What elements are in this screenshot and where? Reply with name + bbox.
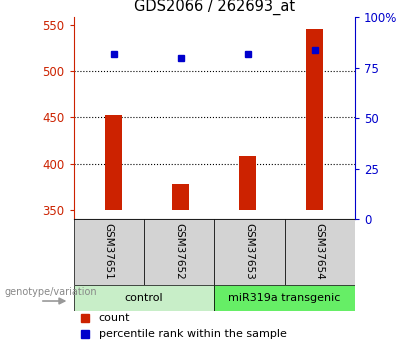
Bar (74, 219, 144, 285)
Text: GSM37651: GSM37651 (104, 224, 114, 280)
Bar (239, 156, 256, 210)
Text: count: count (99, 313, 130, 323)
Text: GSM37653: GSM37653 (244, 224, 255, 280)
Bar (285, 219, 355, 285)
Bar (74, 285, 214, 310)
Text: GSM37652: GSM37652 (174, 224, 184, 280)
Text: control: control (125, 293, 163, 303)
Title: GDS2066 / 262693_at: GDS2066 / 262693_at (134, 0, 295, 14)
Bar (105, 115, 122, 210)
Bar (172, 184, 189, 210)
Bar (214, 219, 285, 285)
Bar (214, 285, 355, 310)
Bar (144, 219, 214, 285)
Text: percentile rank within the sample: percentile rank within the sample (99, 329, 287, 339)
Text: miR319a transgenic: miR319a transgenic (228, 293, 341, 303)
Bar (306, 29, 323, 210)
Text: genotype/variation: genotype/variation (4, 287, 97, 297)
Text: GSM37654: GSM37654 (315, 224, 325, 280)
